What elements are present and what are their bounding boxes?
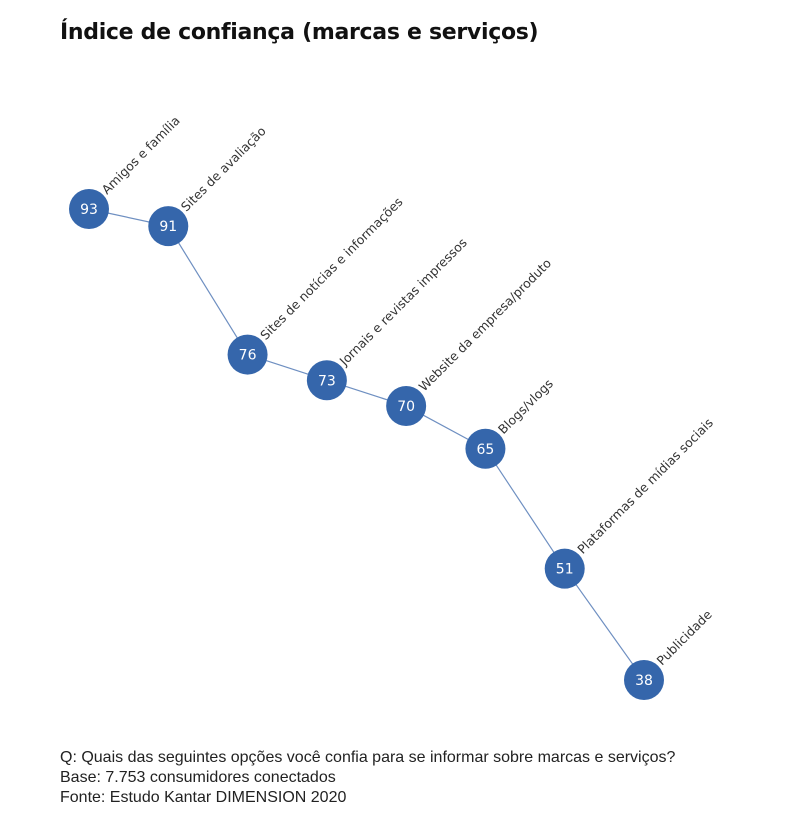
connector-line — [484, 448, 566, 570]
data-point-marker — [148, 206, 189, 247]
footer-base: Base: 7.753 consumidores conectados — [60, 769, 336, 786]
data-point: 65 — [465, 428, 506, 469]
chart-footer: Q: Quais das seguintes opções você confi… — [60, 748, 700, 808]
footer-source: Fonte: Estudo Kantar DIMENSION 2020 — [60, 789, 347, 806]
data-point-marker — [465, 428, 506, 469]
data-point: 76 — [227, 334, 268, 375]
data-point: 93 — [69, 189, 109, 229]
connector-lines — [88, 208, 645, 681]
data-point: 51 — [544, 548, 585, 589]
data-point-marker — [69, 189, 109, 229]
category-label: Amigos e família — [99, 113, 183, 197]
category-label: Plataformas de mídias sociais — [574, 415, 716, 557]
data-point-marker — [386, 385, 427, 426]
data-point-value-label: 91 — [159, 219, 177, 235]
data-point-value-label: 51 — [556, 562, 574, 578]
category-label: Publicidade — [654, 607, 716, 669]
chart-title: Índice de confiança (marcas e serviços) — [60, 20, 539, 45]
data-points: 93 91 76 73 70 65 51 38 — [69, 189, 664, 700]
data-point: 70 — [386, 385, 427, 426]
connector-line — [564, 568, 645, 681]
category-label: Sites de avaliação — [178, 123, 269, 214]
data-point-marker — [544, 548, 585, 589]
data-point-value-label: 76 — [239, 348, 257, 364]
data-point-value-label: 65 — [477, 442, 495, 458]
data-point-value-label: 73 — [318, 373, 336, 389]
data-point-value-label: 38 — [635, 673, 653, 689]
data-point-value-label: 93 — [80, 202, 98, 218]
data-point: 91 — [148, 206, 189, 247]
footer-question: Q: Quais das seguintes opções você confi… — [60, 749, 676, 766]
data-point-marker — [624, 660, 664, 700]
data-point-value-label: 70 — [397, 399, 415, 415]
data-point-marker — [227, 334, 268, 375]
category-label: Blogs/vlogs — [495, 376, 556, 437]
connector-line — [167, 225, 249, 355]
data-point: 73 — [306, 360, 347, 401]
data-point-marker — [306, 360, 347, 401]
data-point: 38 — [624, 660, 664, 700]
